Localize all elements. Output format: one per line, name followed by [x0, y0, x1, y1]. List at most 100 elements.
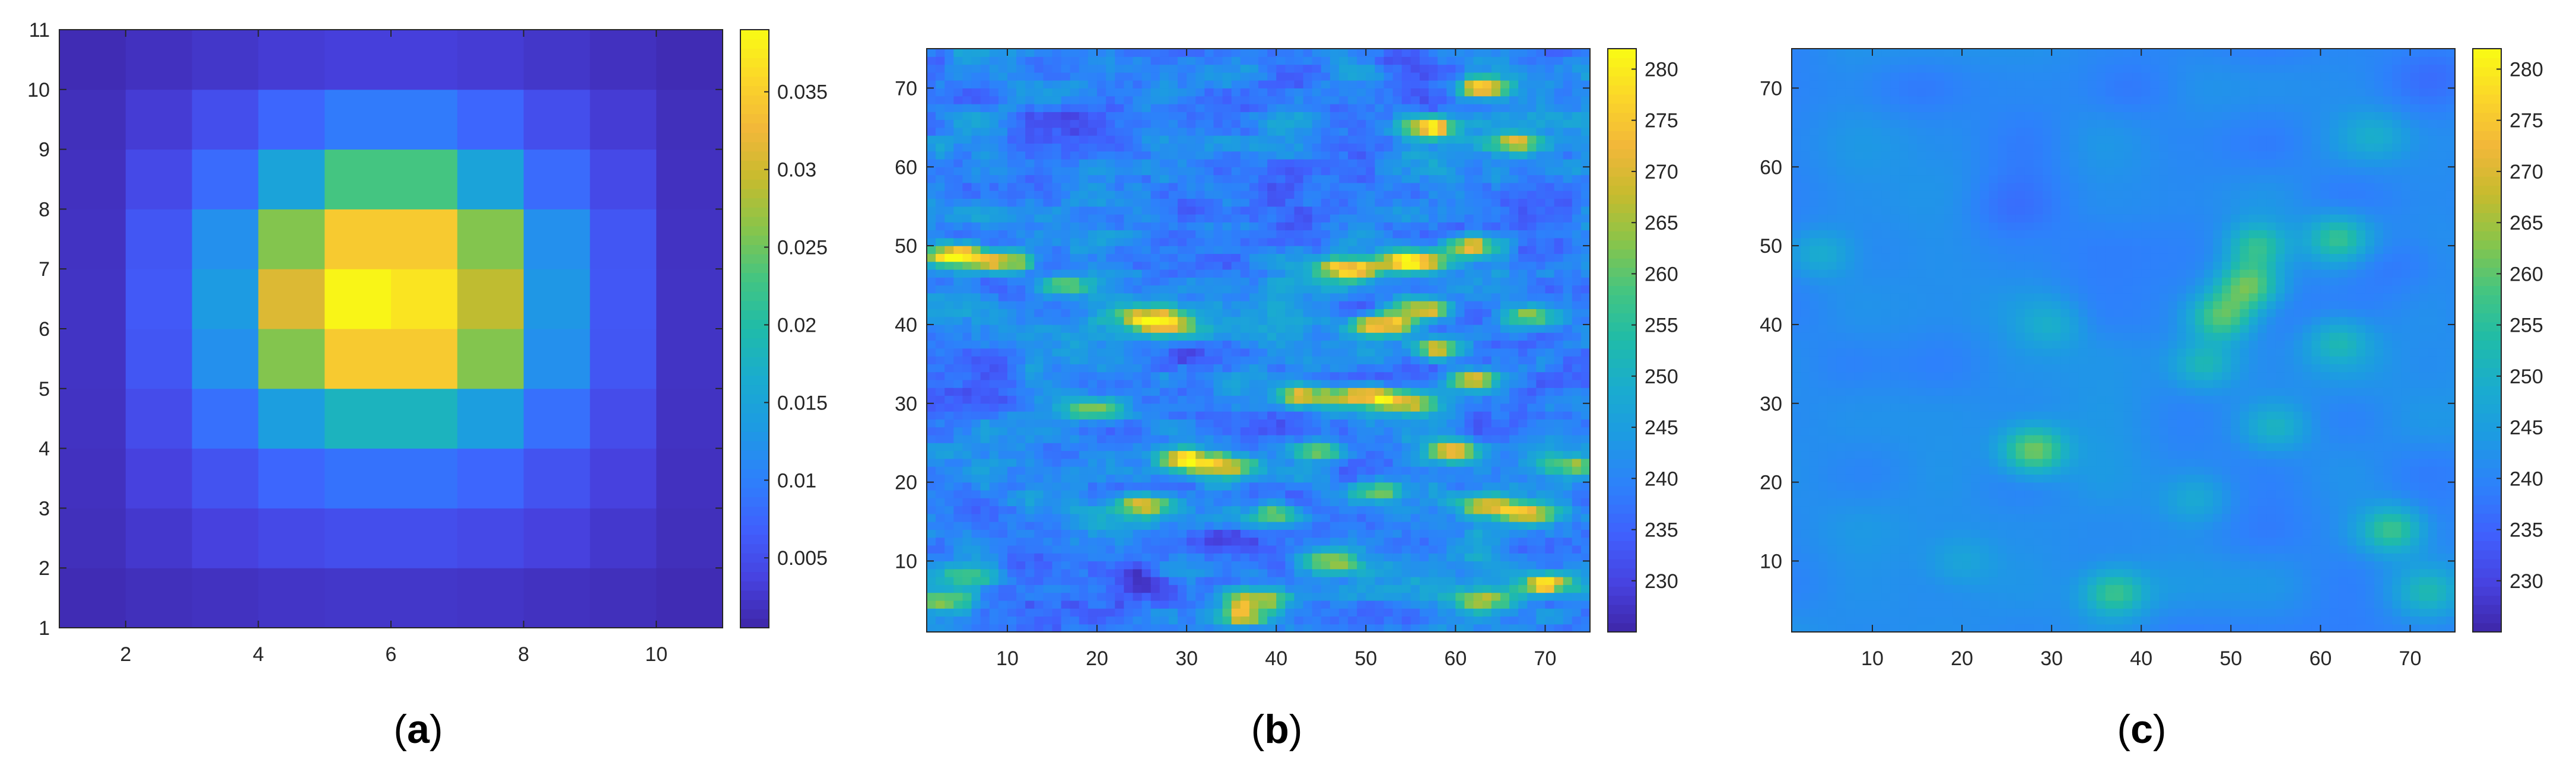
heatmap-cell [1178, 135, 1187, 144]
heatmap-cell [936, 616, 945, 625]
heatmap-cell [1025, 466, 1035, 475]
heatmap-cell [1410, 237, 1420, 246]
heatmap-cell [1554, 592, 1564, 601]
heatmap-cell [1536, 584, 1546, 593]
heatmap-cell [1195, 182, 1205, 191]
heatmap-cell [1249, 356, 1259, 364]
heatmap-cell [1455, 174, 1465, 183]
heatmap-cell [1401, 230, 1411, 239]
heatmap-cell [1509, 371, 1519, 380]
heatmap-cell [1384, 340, 1394, 349]
heatmap-cell [1455, 332, 1465, 341]
heatmap-cell [1419, 600, 1429, 609]
heatmap-cell [1572, 482, 1582, 491]
heatmap-cell [1303, 206, 1313, 215]
heatmap-cell [1007, 127, 1017, 136]
heatmap-cell [1052, 214, 1062, 223]
colorbar-segment [740, 459, 769, 469]
heatmap-cell [1195, 151, 1205, 160]
heatmap-cell [1106, 230, 1115, 239]
heatmap-cell [1429, 198, 1438, 207]
heatmap-cell [1455, 143, 1465, 152]
heatmap-cell [1276, 466, 1286, 475]
heatmap-cell [1375, 616, 1385, 625]
heatmap-cell [1303, 364, 1313, 373]
heatmap-cell [1392, 608, 1403, 617]
heatmap-cell [1187, 490, 1196, 498]
heatmap-cell [936, 490, 945, 498]
heatmap-cell [1500, 450, 1510, 459]
heatmap-cell [1580, 309, 1591, 317]
heatmap-cell [936, 324, 945, 333]
heatmap-cell [1572, 371, 1582, 380]
heatmap-cell [1554, 332, 1564, 341]
heatmap-cell [1097, 411, 1106, 420]
heatmap-cell [1545, 167, 1555, 176]
heatmap-cell [1213, 198, 1223, 207]
heatmap-cell [1267, 309, 1277, 317]
heatmap-cell [1545, 529, 1555, 538]
heatmap-cell [1025, 498, 1035, 507]
heatmap-cell [1285, 364, 1295, 373]
heatmap-cell [1087, 206, 1098, 215]
heatmap-cell [1375, 498, 1385, 507]
heatmap-cell [1464, 395, 1474, 404]
heatmap-cell [1563, 419, 1573, 428]
heatmap-cell [1509, 624, 1519, 633]
heatmap-cell [1016, 293, 1026, 301]
heatmap-cell [962, 371, 972, 380]
heatmap-cell [1312, 561, 1322, 570]
heatmap-cell [1312, 127, 1322, 136]
heatmap-cell [1240, 269, 1250, 278]
heatmap-cell [1178, 269, 1187, 278]
heatmap-cell [1348, 608, 1357, 617]
heatmap-cell [1124, 411, 1134, 420]
heatmap-cell [1285, 356, 1295, 364]
heatmap-cell [1338, 206, 1349, 215]
heatmap-cell [1455, 419, 1465, 428]
heatmap-cell [1187, 277, 1196, 286]
heatmap-cell [1321, 395, 1331, 404]
heatmap-cell [1115, 600, 1124, 609]
heatmap-cell [1473, 324, 1483, 333]
heatmap-cell [1240, 568, 1250, 577]
heatmap-cell [989, 127, 999, 136]
heatmap-cell [1204, 340, 1214, 349]
heatmap-cell [1016, 608, 1026, 617]
heatmap-cell [1159, 269, 1169, 278]
heatmap-cell [1455, 529, 1465, 538]
heatmap-cell [1473, 214, 1483, 223]
heatmap-cell [1563, 371, 1573, 380]
heatmap-cell [971, 332, 981, 341]
heatmap-cell [1016, 498, 1026, 507]
heatmap-cell [1473, 403, 1483, 412]
heatmap-cell [1097, 198, 1106, 207]
heatmap-cell [1464, 513, 1474, 522]
heatmap-cell [1231, 151, 1241, 160]
heatmap-cell [1527, 253, 1537, 262]
heatmap-cell [927, 348, 936, 357]
heatmap-cell [1357, 190, 1366, 199]
heatmap-cell [1303, 135, 1313, 144]
heatmap-cell [1545, 277, 1555, 286]
heatmap-cell [980, 356, 990, 364]
heatmap-cell [953, 474, 963, 483]
heatmap-cell [1187, 309, 1196, 317]
heatmap-cell [1267, 158, 1277, 167]
heatmap-cell [1222, 545, 1232, 554]
heatmap-cell [1384, 466, 1394, 475]
heatmap-cell [1429, 206, 1438, 215]
heatmap-cell [1115, 561, 1124, 570]
heatmap-cell [1195, 246, 1205, 254]
heatmap-cell [1025, 529, 1035, 538]
heatmap-cell [1554, 293, 1564, 301]
heatmap-cell [1204, 506, 1214, 514]
heatmap-cell [1249, 443, 1259, 452]
heatmap-cell [1312, 316, 1322, 325]
heatmap-cell [1178, 316, 1187, 325]
heatmap-cell [325, 329, 392, 389]
heatmap-cell [971, 545, 981, 554]
heatmap-cell [962, 616, 972, 625]
heatmap-cell [1159, 624, 1169, 633]
heatmap-cell [1401, 584, 1411, 593]
